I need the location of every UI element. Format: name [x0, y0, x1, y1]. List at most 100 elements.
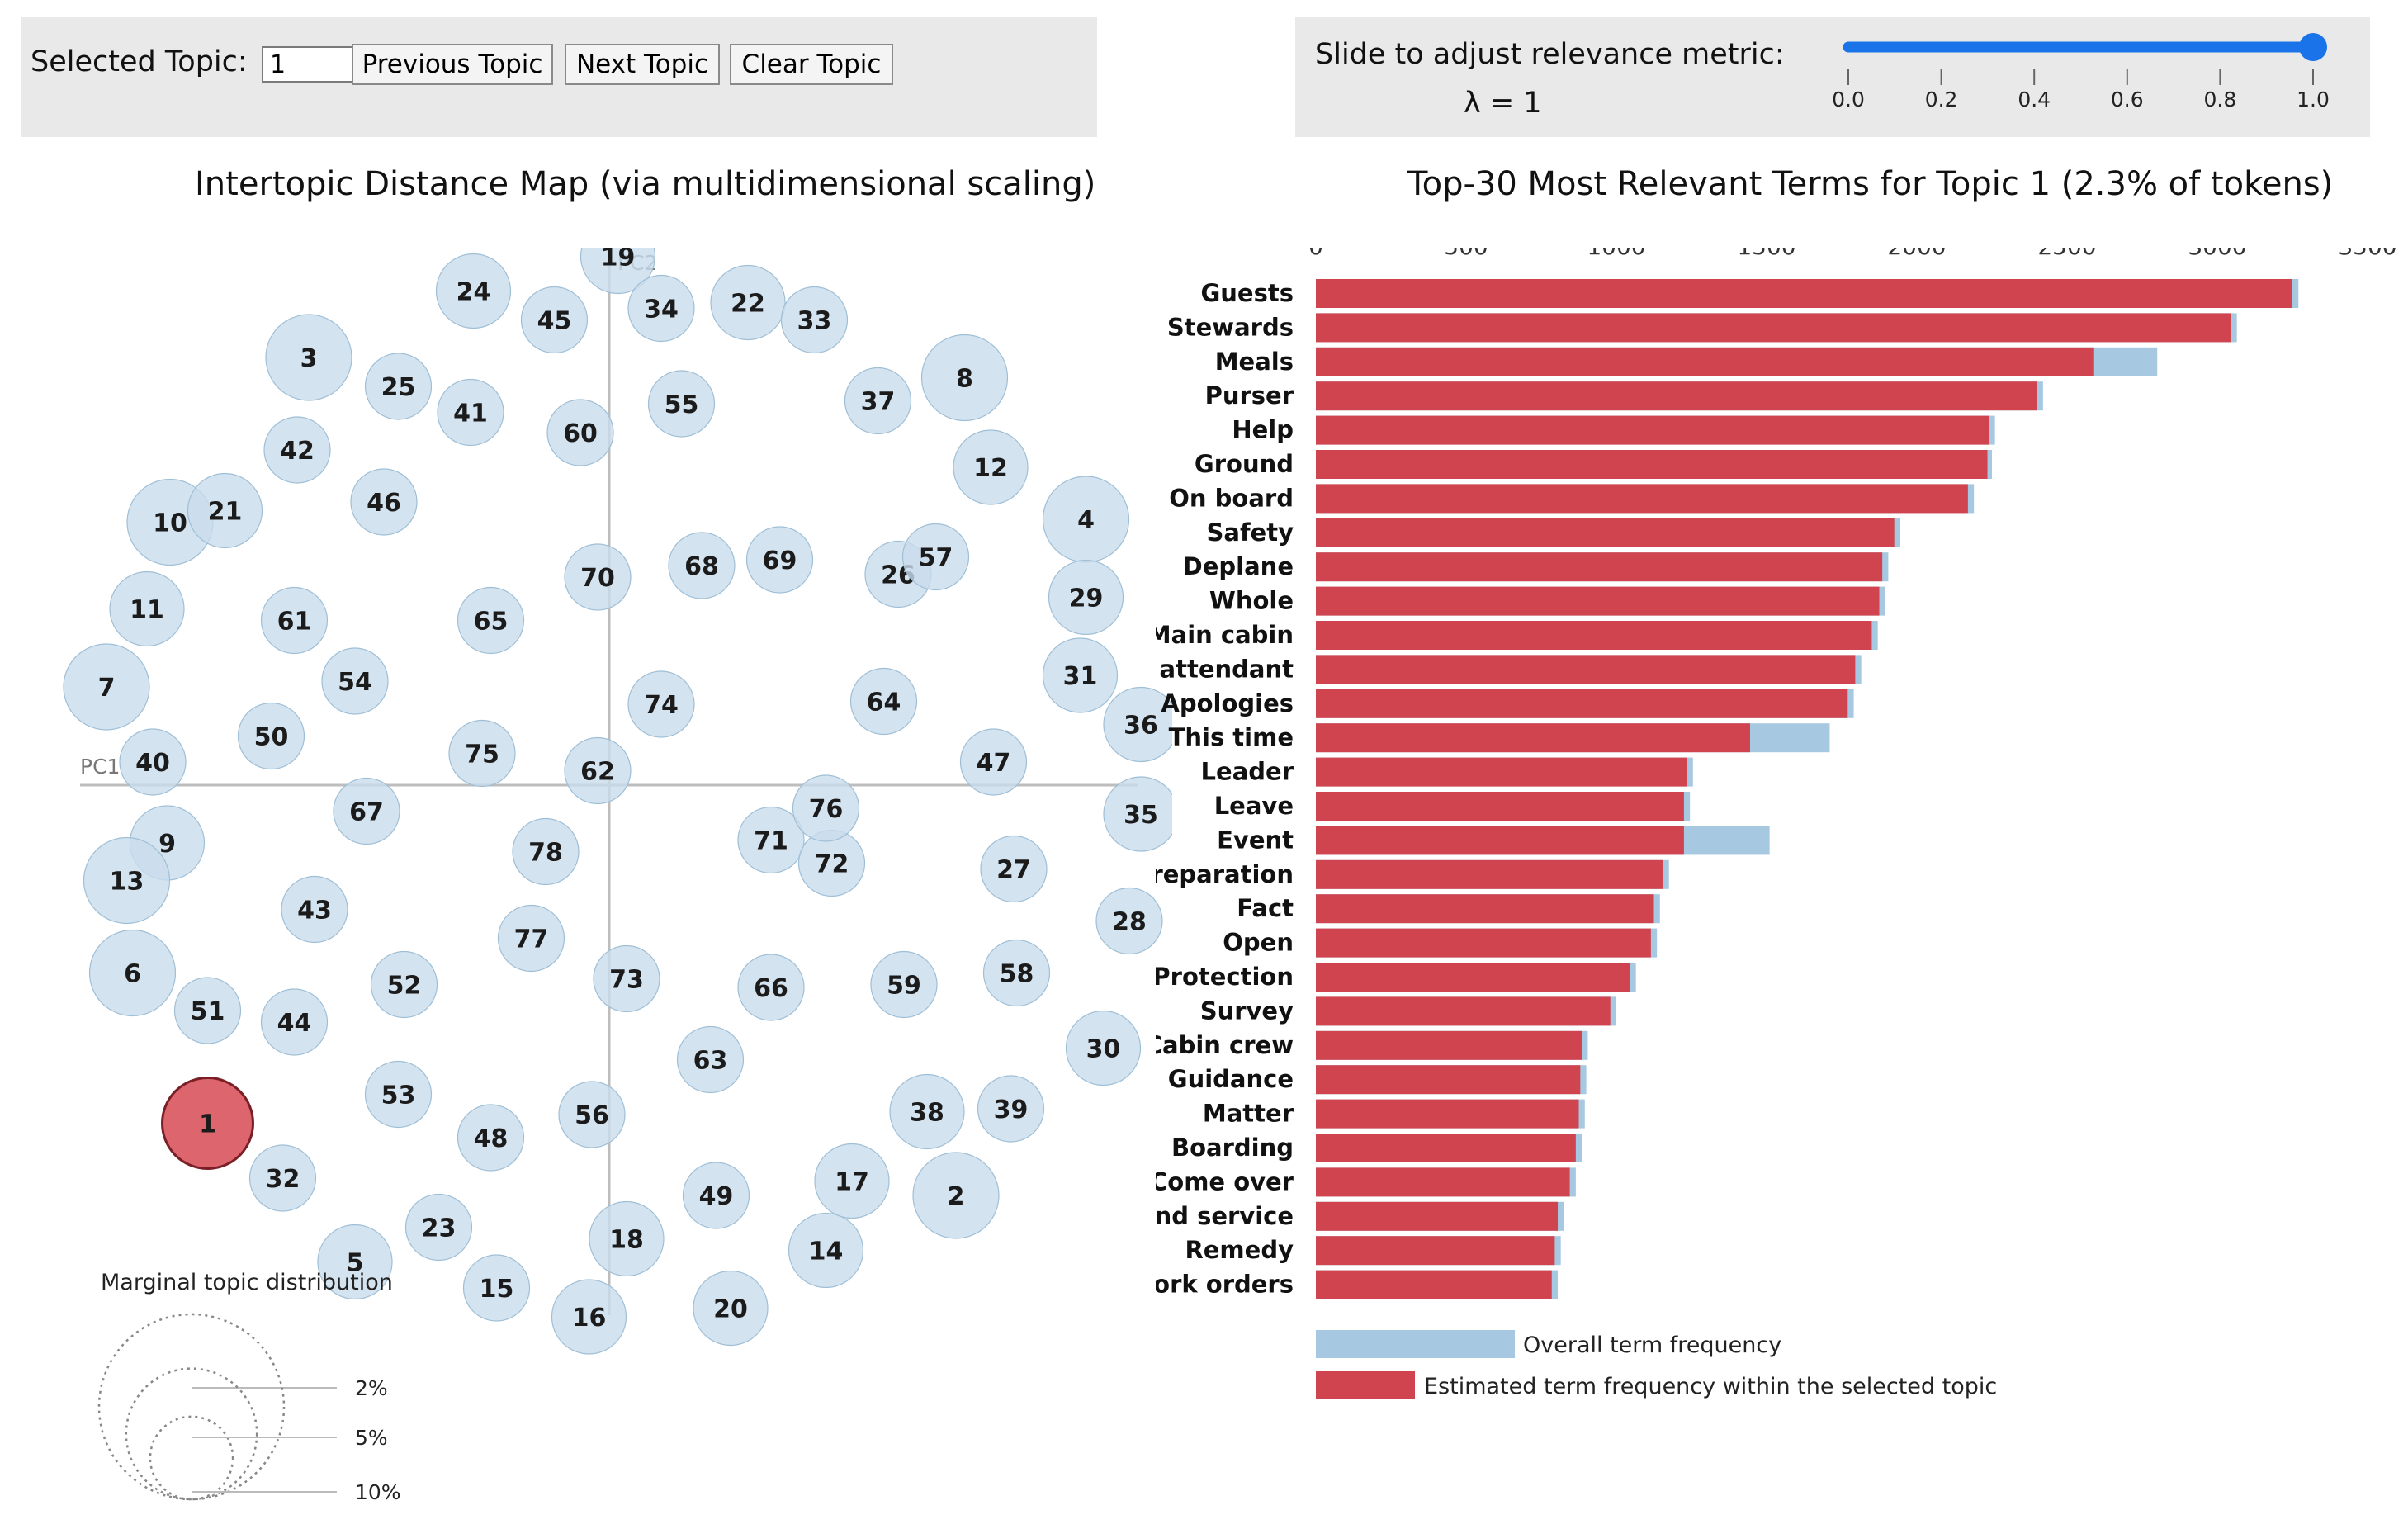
estimated-frequency-bar[interactable]: [1316, 1030, 1582, 1060]
topic-bubble-34[interactable]: 34: [627, 274, 695, 343]
estimated-frequency-bar[interactable]: [1316, 894, 1654, 924]
topic-bubble-4[interactable]: 4: [1042, 476, 1130, 563]
topic-bubble-70[interactable]: 70: [564, 543, 632, 611]
topic-circle[interactable]: [693, 1270, 769, 1347]
topic-circle[interactable]: [814, 1143, 890, 1219]
topic-circle[interactable]: [448, 719, 516, 788]
estimated-frequency-bar[interactable]: [1316, 1270, 1552, 1299]
topic-bubble-64[interactable]: 64: [849, 667, 918, 736]
topic-circle[interactable]: [1103, 776, 1172, 852]
topic-circle[interactable]: [404, 1193, 473, 1262]
topic-circle[interactable]: [370, 950, 438, 1019]
term-row[interactable]: Ground service: [1156, 1201, 1564, 1231]
topic-bubble-6[interactable]: 6: [88, 929, 177, 1017]
term-row[interactable]: Event: [1217, 826, 1770, 855]
topic-bubble-65[interactable]: 65: [457, 586, 525, 655]
topic-circle[interactable]: [88, 929, 177, 1017]
topic-circle[interactable]: [364, 353, 433, 420]
term-row[interactable]: Deplane: [1183, 552, 1889, 582]
topic-circle[interactable]: [627, 670, 695, 738]
topic-bubble-19[interactable]: 19: [580, 248, 656, 295]
estimated-frequency-bar[interactable]: [1316, 996, 1611, 1026]
topic-circle[interactable]: [462, 1254, 531, 1322]
topic-bubble-48[interactable]: 48: [457, 1104, 525, 1172]
topic-circle[interactable]: [589, 1200, 665, 1277]
topic-bubble-12[interactable]: 12: [953, 429, 1029, 505]
topic-bubble-60[interactable]: 60: [546, 399, 614, 466]
topic-bubble-76[interactable]: 76: [792, 774, 860, 842]
topic-circle[interactable]: [953, 429, 1029, 505]
topic-circle[interactable]: [959, 728, 1028, 796]
topic-circle[interactable]: [627, 274, 695, 343]
term-row[interactable]: Boarding: [1171, 1134, 1582, 1162]
topic-circle[interactable]: [1048, 559, 1124, 636]
topic-circle[interactable]: [317, 1224, 393, 1300]
topic-circle[interactable]: [792, 774, 860, 842]
topic-circle[interactable]: [551, 1279, 627, 1355]
topic-bubble-21[interactable]: 21: [187, 472, 263, 549]
estimated-frequency-bar[interactable]: [1316, 552, 1883, 582]
estimated-frequency-bar[interactable]: [1316, 792, 1684, 821]
topic-circle[interactable]: [870, 950, 938, 1019]
topic-circle[interactable]: [564, 736, 632, 805]
topic-circle[interactable]: [737, 806, 805, 874]
topic-bubble-55[interactable]: 55: [647, 370, 716, 438]
topic-circle[interactable]: [558, 1081, 626, 1148]
topic-circle[interactable]: [364, 1060, 433, 1129]
estimated-frequency-bar[interactable]: [1316, 689, 1848, 718]
term-row[interactable]: Guidance: [1168, 1065, 1587, 1095]
estimated-frequency-bar[interactable]: [1316, 757, 1687, 787]
topic-bubble-71[interactable]: 71: [737, 806, 805, 874]
topic-bubble-56[interactable]: 56: [558, 1081, 626, 1148]
topic-bubble-25[interactable]: 25: [364, 353, 433, 420]
topic-circle[interactable]: [977, 1075, 1045, 1143]
topic-bubble-63[interactable]: 63: [676, 1025, 745, 1094]
topic-bubble-57[interactable]: 57: [901, 523, 970, 591]
term-row[interactable]: On board: [1169, 484, 1975, 514]
topic-circle[interactable]: [263, 416, 331, 484]
topic-circle[interactable]: [676, 1025, 745, 1094]
selected-topic-input[interactable]: [262, 46, 358, 83]
estimated-frequency-bar[interactable]: [1316, 723, 1750, 753]
estimated-frequency-bar[interactable]: [1316, 1065, 1581, 1095]
topic-bubble-23[interactable]: 23: [404, 1193, 473, 1262]
topic-bubble-28[interactable]: 28: [1095, 887, 1163, 955]
term-row[interactable]: Leave: [1214, 792, 1691, 821]
estimated-frequency-bar[interactable]: [1316, 1167, 1570, 1197]
topic-bubble-74[interactable]: 74: [627, 670, 695, 738]
topic-bubble-66[interactable]: 66: [737, 954, 805, 1021]
topic-bubble-24[interactable]: 24: [435, 253, 512, 329]
topic-circle[interactable]: [260, 988, 329, 1056]
topic-circle[interactable]: [437, 378, 504, 447]
estimated-frequency-bar[interactable]: [1316, 518, 1895, 547]
topic-circle[interactable]: [119, 728, 187, 796]
topic-circle[interactable]: [780, 286, 849, 354]
topic-circle[interactable]: [1065, 1010, 1142, 1086]
topic-bubble-78[interactable]: 78: [512, 817, 580, 886]
previous-topic-button[interactable]: Previous Topic: [352, 44, 553, 85]
topic-bubble-67[interactable]: 67: [333, 777, 400, 845]
topic-circle[interactable]: [849, 667, 918, 736]
slider-thumb[interactable]: [2299, 33, 2327, 61]
topic-bubble-58[interactable]: 58: [982, 939, 1051, 1007]
topic-bubble-54[interactable]: 54: [321, 647, 389, 715]
topic-circle[interactable]: [710, 264, 786, 341]
topic-bubble-7[interactable]: 7: [63, 643, 150, 731]
topic-bubble-33[interactable]: 33: [780, 286, 849, 354]
topic-circle[interactable]: [1103, 686, 1172, 763]
topic-circle[interactable]: [912, 1152, 1000, 1239]
topic-circle[interactable]: [457, 586, 525, 655]
topic-circle[interactable]: [920, 334, 1009, 422]
term-row[interactable]: Open: [1223, 928, 1658, 958]
topic-circle[interactable]: [737, 954, 805, 1021]
term-row[interactable]: Protection: [1156, 963, 1636, 992]
term-row[interactable]: Stewards: [1167, 313, 2237, 343]
topic-bubble-16[interactable]: 16: [551, 1279, 627, 1355]
topic-bubble-17[interactable]: 17: [814, 1143, 890, 1219]
term-row[interactable]: Come over: [1156, 1167, 1576, 1197]
topic-bubble-61[interactable]: 61: [260, 586, 329, 655]
estimated-frequency-bar[interactable]: [1316, 928, 1651, 958]
estimated-frequency-bar[interactable]: [1316, 1236, 1555, 1266]
topic-circle[interactable]: [435, 253, 512, 329]
estimated-frequency-bar[interactable]: [1316, 279, 2292, 308]
